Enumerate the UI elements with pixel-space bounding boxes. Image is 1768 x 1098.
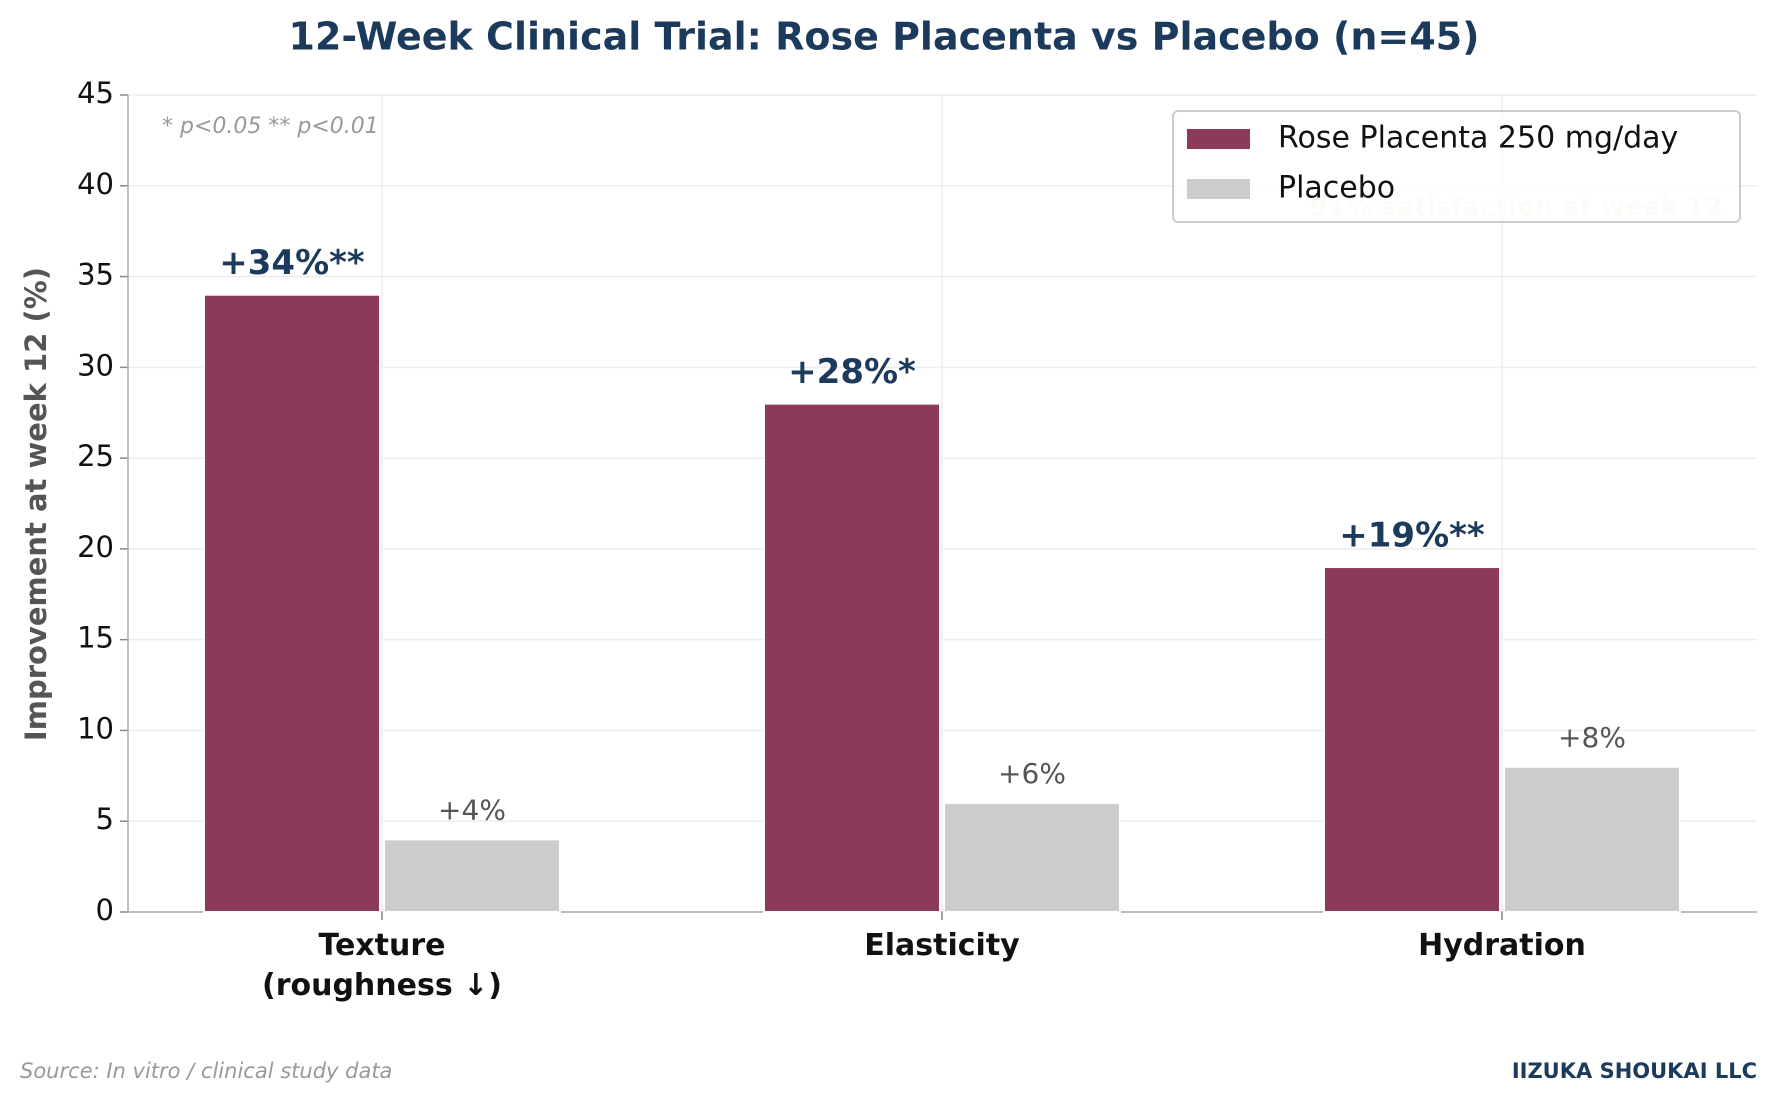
value-label: +4% bbox=[438, 793, 506, 826]
x-tick-label: Hydration bbox=[1418, 928, 1586, 963]
legend-label: Rose Placenta 250 mg/day bbox=[1278, 121, 1678, 156]
y-tick-label: 45 bbox=[77, 76, 114, 110]
bar bbox=[203, 293, 381, 913]
y-tick-label: 0 bbox=[96, 893, 114, 927]
y-tick-label: 40 bbox=[77, 167, 114, 201]
legend-swatch bbox=[1187, 129, 1250, 149]
source: Source: In vitro / clinical study data bbox=[20, 1059, 392, 1083]
significance-note: * p<0.05 ** p<0.01 bbox=[162, 114, 379, 139]
y-tick-label: 35 bbox=[77, 258, 114, 292]
value-label: +34%** bbox=[219, 243, 365, 283]
y-tick-label: 25 bbox=[77, 439, 114, 473]
chart-title: 12-Week Clinical Trial: Rose Placenta vs… bbox=[289, 15, 1480, 59]
y-tick-label: 5 bbox=[96, 802, 114, 836]
legend-label: Placebo bbox=[1278, 171, 1395, 206]
bar bbox=[943, 802, 1121, 913]
y-tick-label: 30 bbox=[77, 348, 114, 382]
y-tick-label: 10 bbox=[77, 711, 114, 745]
y-tick-label: 20 bbox=[77, 530, 114, 564]
value-label: +28%* bbox=[788, 352, 916, 392]
bar bbox=[1503, 765, 1681, 913]
y-axis-label: Improvement at week 12 (%) bbox=[19, 267, 53, 741]
y-tick-label: 15 bbox=[77, 621, 114, 655]
value-label: +8% bbox=[1558, 721, 1626, 754]
bar bbox=[383, 838, 561, 914]
value-label: +19%** bbox=[1339, 516, 1485, 556]
x-tick-label: Texture (roughness ↓) bbox=[262, 928, 502, 1003]
x-tick-label: Elasticity bbox=[864, 928, 1020, 963]
bar bbox=[1323, 566, 1501, 913]
bar bbox=[763, 402, 941, 913]
legend-swatch bbox=[1187, 179, 1250, 199]
legend-box bbox=[1172, 110, 1741, 223]
value-label: +6% bbox=[998, 757, 1066, 790]
brand: IIZUKA SHOUKAI LLC bbox=[1512, 1059, 1757, 1083]
